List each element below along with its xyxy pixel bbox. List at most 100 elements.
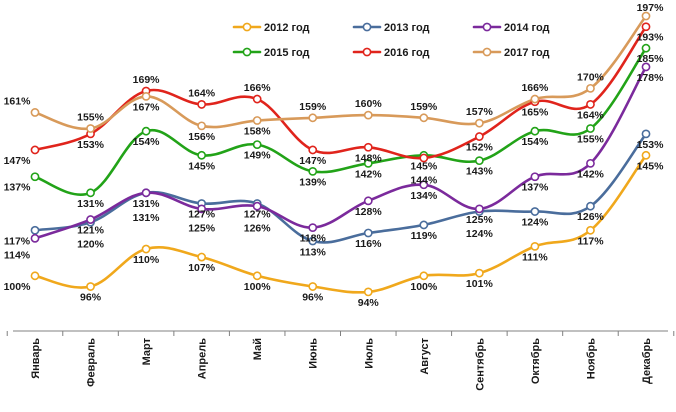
data-label: 139% xyxy=(299,176,327,188)
data-label: 124% xyxy=(466,228,494,240)
legend-label: 2015 год xyxy=(264,47,310,59)
data-point xyxy=(141,91,151,101)
data-point xyxy=(308,166,318,176)
data-label: 155% xyxy=(577,134,605,146)
x-tick-label: Июнь xyxy=(308,338,320,369)
series-line-4 xyxy=(33,46,648,196)
data-label: 147% xyxy=(299,155,327,167)
data-point xyxy=(86,124,95,133)
data-point xyxy=(252,201,262,211)
data-label: 137% xyxy=(4,182,32,194)
data-point xyxy=(419,153,429,163)
legend-item-5: 2016 год xyxy=(352,47,430,59)
data-label: 100% xyxy=(410,281,438,293)
data-point xyxy=(141,126,151,136)
data-label: 100% xyxy=(4,281,32,293)
data-label: 100% xyxy=(244,281,272,293)
data-label: 119% xyxy=(411,230,438,242)
data-point xyxy=(474,156,484,166)
data-label: 131% xyxy=(77,198,105,210)
data-point xyxy=(530,94,540,104)
data-label: 101% xyxy=(466,278,494,290)
data-label: 154% xyxy=(133,136,161,148)
data-label: 154% xyxy=(521,136,549,148)
x-tick-label: Июль xyxy=(363,338,375,369)
data-point xyxy=(30,172,40,182)
data-label: 147% xyxy=(4,155,32,167)
legend-swatch-marker xyxy=(362,47,372,57)
data-point xyxy=(86,282,95,291)
data-point xyxy=(419,113,429,123)
data-point xyxy=(197,150,207,160)
data-point xyxy=(197,100,207,109)
legend-label: 2012 год xyxy=(264,22,310,34)
data-label: 131% xyxy=(133,212,161,224)
data-label: 166% xyxy=(521,82,549,94)
data-label: 142% xyxy=(577,168,605,180)
legend: 2012 год 2013 год 2014 год 2015 год 2016 год… xyxy=(232,22,550,59)
data-point xyxy=(86,188,95,198)
data-label: 117% xyxy=(4,235,31,247)
data-point xyxy=(586,100,595,109)
data-point xyxy=(252,116,262,125)
data-point xyxy=(363,228,373,238)
data-label: 137% xyxy=(521,182,549,194)
x-tick-labels: Январь Февраль Март Апрель Май Июнь Июль Август… xyxy=(30,337,653,390)
data-point xyxy=(474,132,484,141)
data-label: 113% xyxy=(300,247,327,259)
data-point xyxy=(308,223,318,233)
data-labels: 161% 147% 137% 117% 114% 100% 155% 153% 131% 121%… xyxy=(4,2,665,309)
legend-swatch-marker xyxy=(242,22,252,32)
data-label: 156% xyxy=(188,131,216,143)
data-point xyxy=(30,108,40,117)
data-label: 127% xyxy=(244,209,272,221)
data-label: 145% xyxy=(637,160,665,172)
data-point xyxy=(141,244,151,254)
data-label: 165% xyxy=(521,107,549,119)
legend-item-6: 2017 год xyxy=(472,47,550,59)
data-label: 124% xyxy=(521,217,549,229)
data-point xyxy=(363,142,373,152)
data-label: 164% xyxy=(577,109,605,121)
data-point xyxy=(641,62,651,72)
data-point xyxy=(197,252,207,262)
x-tick-label: Январь xyxy=(30,338,42,379)
data-label: 159% xyxy=(410,101,438,113)
data-label: 94% xyxy=(358,297,380,309)
data-point xyxy=(419,271,429,281)
data-label: 120% xyxy=(77,239,105,251)
data-point xyxy=(308,145,318,155)
data-label: 110% xyxy=(133,254,160,266)
data-point xyxy=(197,204,207,214)
data-point xyxy=(641,11,651,21)
data-label: 126% xyxy=(244,223,272,235)
data-point xyxy=(641,150,651,160)
data-label: 134% xyxy=(410,190,438,202)
data-label: 160% xyxy=(355,98,383,110)
data-label: 116% xyxy=(355,238,382,250)
data-label: 164% xyxy=(188,87,216,99)
data-point xyxy=(30,145,40,155)
data-label: 121% xyxy=(77,225,105,237)
series-points xyxy=(30,11,651,297)
data-label: 145% xyxy=(410,160,438,172)
data-label: 152% xyxy=(466,142,494,154)
data-label: 149% xyxy=(244,150,272,162)
data-point xyxy=(641,129,651,139)
data-point xyxy=(474,118,484,128)
data-point xyxy=(586,83,595,93)
data-label: 144% xyxy=(410,174,438,186)
legend-item-2: 2013 год xyxy=(352,22,430,34)
data-label: 167% xyxy=(133,101,161,113)
data-point xyxy=(141,188,151,198)
data-point xyxy=(474,268,484,278)
data-label: 131% xyxy=(133,198,161,210)
legend-item-4: 2015 год xyxy=(232,47,310,59)
x-tick-label: Август xyxy=(419,337,431,374)
data-label: 117% xyxy=(577,235,604,247)
series-lines xyxy=(33,14,648,294)
data-label: 155% xyxy=(77,112,105,124)
data-point xyxy=(30,271,40,281)
